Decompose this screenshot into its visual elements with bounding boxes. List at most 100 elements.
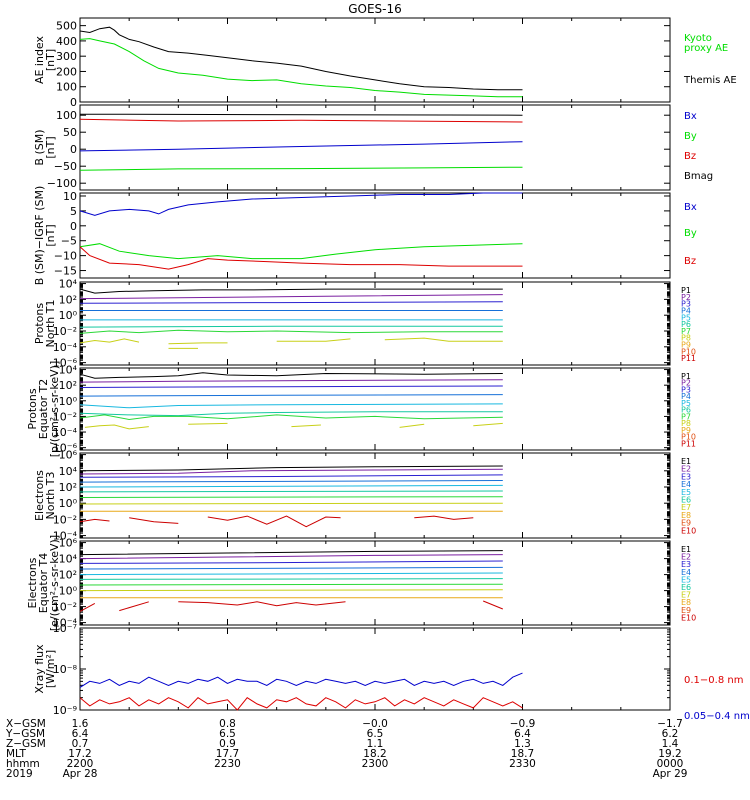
y-axis-label: [nT] [44, 49, 57, 71]
series-e8 [79, 589, 503, 592]
legend-entry: Bmag [684, 171, 713, 182]
legend-entry: E4 [681, 568, 691, 577]
y-tick-label: 500 [56, 20, 77, 33]
series-p7 [79, 414, 503, 421]
y-tick-label: 10⁰ [59, 585, 78, 598]
series-p8e [473, 422, 503, 427]
legend-entry: Themis AE [683, 75, 737, 86]
series-p8b [188, 422, 228, 425]
panel-xray: 10⁻⁷ 10⁻⁸ 10⁻⁹ Xray flux[W/m²] 0.1−0.8 nm 0.0… [33, 622, 750, 722]
series-p5 [79, 403, 503, 409]
y-tick-label: 10⁻² [53, 513, 77, 526]
legend-entry: E8 [681, 511, 691, 520]
y-tick-label: 10⁰ [59, 395, 78, 408]
legend-entry: E5 [681, 488, 691, 497]
series-themis-ae [79, 26, 523, 91]
y-tick-label: 100 [56, 81, 77, 94]
series-e6 [79, 578, 503, 580]
legend-entry: 0.05−0.4 nm [684, 711, 750, 722]
y-axis-label: [p/(cm²-s-sr-keV)] [48, 361, 61, 458]
legend-entry: P10 [681, 433, 696, 442]
series-p4 [79, 394, 503, 397]
legend-entry: P5 [681, 399, 691, 408]
y-axis-label: Electrons [26, 557, 39, 608]
legend-entry: P8 [681, 334, 691, 343]
footer-value: 6.5 [219, 728, 236, 740]
legend-entry: E2 [681, 553, 691, 562]
series-e10d [414, 515, 474, 520]
footer-value: −1.7 [657, 718, 683, 730]
footer-value: 1.3 [514, 738, 531, 750]
footer-value: 6.5 [367, 728, 384, 740]
series-p8b [168, 342, 228, 345]
y-tick-label: 10² [59, 481, 77, 494]
legend-entry: E7 [681, 591, 691, 600]
y-tick-label: 10 [63, 190, 77, 203]
legend-entry: P5 [681, 313, 691, 322]
footer-value: 1.1 [367, 738, 384, 750]
series-p6 [79, 325, 503, 328]
y-tick-label: 10⁰ [59, 497, 78, 510]
legend-entry: Bz [684, 151, 696, 162]
y-axis-label: B (SM) [33, 129, 46, 165]
series-e10d [483, 600, 503, 610]
y-tick-label: 10⁰ [59, 309, 78, 322]
legend-entry: P6 [681, 406, 691, 415]
legend-entry: E10 [681, 613, 696, 622]
series-e10b [119, 601, 149, 612]
footer-value: 0.7 [72, 738, 89, 750]
plot-title: GOES-16 [348, 2, 402, 16]
series-p2 [79, 294, 503, 300]
legend-entry: 0.1−0.8 nm [684, 675, 743, 686]
footer-value: −0.9 [510, 718, 536, 730]
y-tick-label: 0 [70, 96, 77, 109]
y-tick-label: −5 [61, 235, 77, 248]
y-axis-label: Xray flux [33, 644, 46, 694]
y-axis-label: Equator T2 [37, 379, 50, 439]
series-e2 [79, 468, 503, 475]
series-p8d [384, 337, 503, 342]
legend-entry: E3 [681, 560, 691, 569]
y-tick-label: 10⁻⁴ [53, 426, 78, 439]
series-e10c [207, 515, 341, 528]
series-e4 [79, 566, 503, 570]
series-e10c [178, 601, 346, 607]
legend-entry: P11 [681, 439, 696, 448]
series-bx [79, 192, 523, 216]
series-p1 [79, 288, 503, 294]
y-axis-label: Protons [26, 388, 39, 429]
footer-value: 2230 [214, 758, 241, 770]
legend-entry: E9 [681, 606, 691, 615]
footer-row-label: Z−GSM [6, 738, 46, 750]
y-axis-label: [W/m²] [44, 650, 57, 688]
y-tick-label: 10⁻² [53, 601, 77, 614]
footer-row-label: 2019 [6, 768, 33, 780]
series-p8a [84, 424, 149, 430]
footer-value: 1.4 [662, 738, 679, 750]
legend-entry: E7 [681, 503, 691, 512]
series-e1 [79, 550, 503, 556]
series-p8c [291, 424, 321, 428]
series-p2 [79, 379, 503, 383]
y-tick-label: 10² [59, 569, 77, 582]
footer-value: 0000 [657, 758, 684, 770]
footer-value: 1.6 [72, 718, 89, 730]
legend-entry: E1 [681, 457, 691, 466]
legend-entry: P1 [681, 372, 691, 381]
legend-entry: E4 [681, 480, 691, 489]
y-tick-label: 100 [56, 109, 77, 122]
y-axis-label: Equator T4 [37, 553, 50, 613]
series-e2 [79, 554, 503, 560]
series-e5 [79, 484, 503, 488]
series-by [79, 166, 523, 171]
x-axis-footer: X−GSMY−GSMZ−GSMMLThhmm20191.66.40.717.22… [5, 718, 687, 780]
footer-value: 17.2 [68, 748, 91, 760]
y-tick-label: −100 [47, 177, 77, 190]
footer-value: 2200 [67, 758, 94, 770]
footer-value: 18.7 [511, 748, 534, 760]
legend-entry: P2 [681, 379, 691, 388]
y-tick-label: −50 [54, 160, 77, 173]
